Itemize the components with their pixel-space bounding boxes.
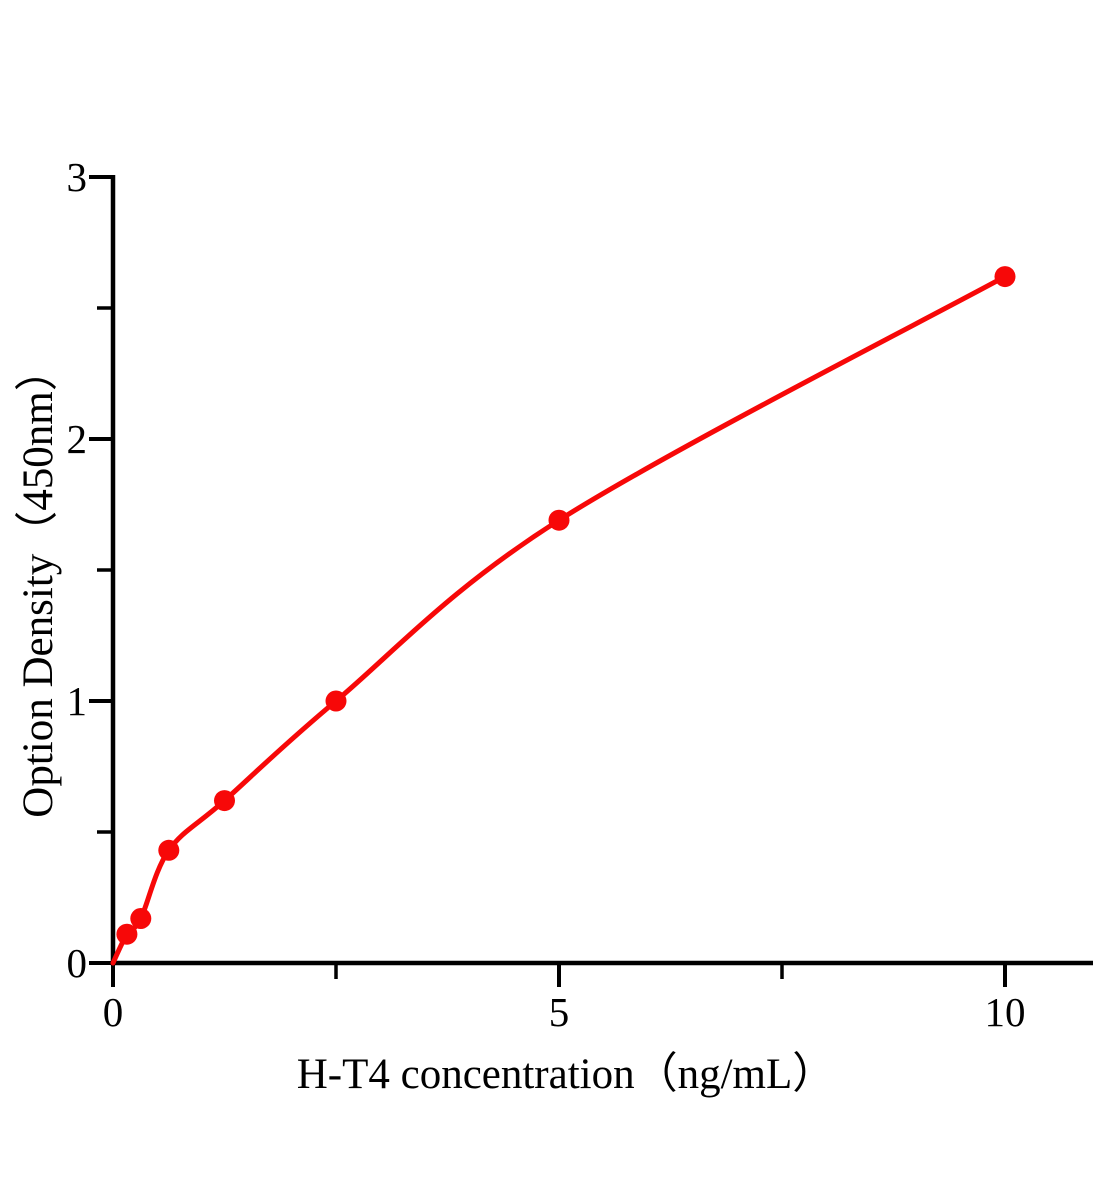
x-tick-label: 5 <box>549 989 570 1035</box>
tick-labels: 0 5 10 0 1 2 3 <box>67 154 1026 1035</box>
fit-curve <box>110 274 1008 966</box>
y-axis-title: Option Density（450nm） <box>15 348 62 817</box>
data-point <box>116 923 138 945</box>
axes <box>110 175 1093 966</box>
data-point <box>158 839 180 861</box>
data-points <box>116 266 1016 945</box>
data-point <box>994 266 1016 288</box>
x-axis-title: H-T4 concentration（ng/mL） <box>297 1051 836 1098</box>
data-point <box>325 690 347 712</box>
data-point <box>130 908 152 929</box>
y-tick-label: 0 <box>67 940 88 986</box>
x-tick-label: 0 <box>103 989 124 1035</box>
y-tick-label: 1 <box>67 678 88 724</box>
x-tick-label: 10 <box>985 989 1026 1035</box>
y-tick-label: 3 <box>67 154 88 200</box>
tick-marks <box>89 175 1007 987</box>
y-tick-label: 2 <box>67 416 88 462</box>
data-point <box>548 509 570 531</box>
data-point <box>214 790 235 812</box>
